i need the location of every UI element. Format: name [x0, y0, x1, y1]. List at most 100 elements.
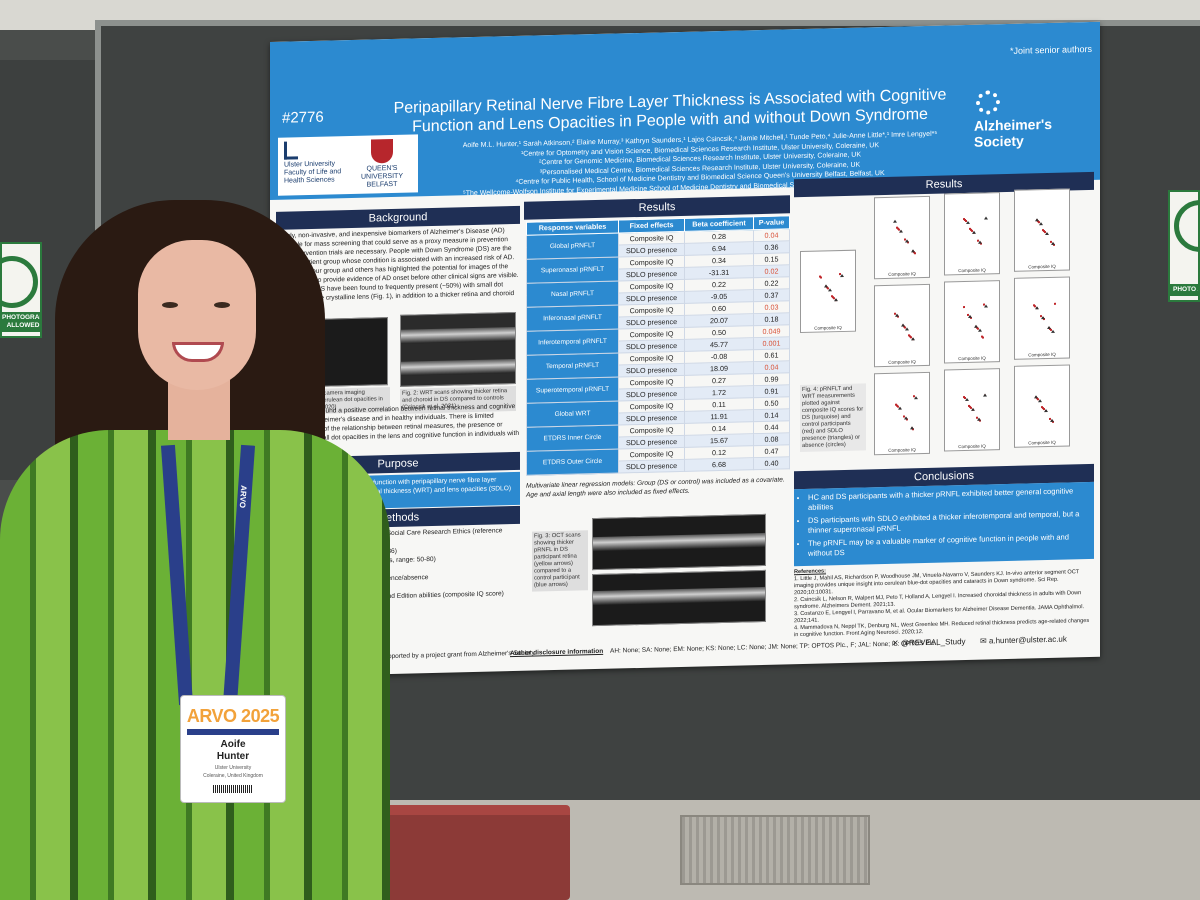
data-point [963, 396, 965, 399]
fig3-caption: Fig. 3: OCT scans showing thicker pRNFL … [532, 530, 588, 592]
fig4-caption: Fig. 4: pRNFLT and WRT measurements plot… [800, 383, 866, 453]
response-variable-cell: Superonasal pRNFLT [526, 256, 619, 284]
p-value-cell: 0.99 [753, 372, 790, 386]
scatter-plot-thumbnail: Composite IQ [874, 283, 930, 368]
data-point [1050, 240, 1052, 243]
presenter-face [138, 240, 256, 390]
scatter-plot-thumbnail: Composite IQ [1014, 188, 1070, 272]
forget-me-not-icon [976, 90, 1000, 115]
scatter-xlabel: Composite IQ [888, 447, 916, 453]
response-variable-cell: ETDRS Inner Circle [526, 424, 619, 452]
joint-authors-note: *Joint senior authors [1009, 43, 1092, 56]
poster-header: #2776 *Joint senior authors Peripapillar… [270, 21, 1100, 200]
data-point [1040, 315, 1042, 318]
scatter-plot-thumbnail: Composite IQ [944, 192, 1000, 276]
response-variable-cell: Global WRT [526, 400, 619, 428]
p-value-cell: 0.22 [753, 276, 790, 290]
data-point [963, 306, 965, 309]
floor-grate [680, 815, 870, 885]
data-point [819, 275, 821, 278]
x-icon: ✕ [892, 638, 901, 648]
p-value-cell: 0.03 [753, 300, 790, 314]
sdlo-marker [911, 249, 915, 253]
crest-icon [371, 138, 393, 164]
column-header: P-value [753, 215, 790, 230]
scatter-plot-thumbnail: Composite IQ [874, 195, 930, 280]
p-value-cell: 0.91 [753, 384, 790, 398]
sdlo-marker [910, 426, 914, 430]
data-point [904, 238, 906, 241]
results-table: Response variables Fixed effects Beta co… [526, 215, 790, 476]
beta-cell: 6.68 [684, 457, 754, 472]
smile [172, 342, 224, 362]
data-point [1041, 406, 1043, 409]
response-variable-cell: Inferonasal pRNFLT [526, 304, 619, 332]
p-value-cell: 0.40 [753, 456, 790, 470]
badge-last-name: Hunter [216, 751, 250, 762]
scatter-plot-thumbnail: Composite IQ [944, 280, 1000, 364]
data-point [967, 313, 969, 316]
response-variable-cell: Inferotemporal pRNFLT [526, 328, 619, 356]
ulster-mark-icon [284, 141, 298, 160]
data-point [1049, 417, 1051, 420]
scatter-plot-thumbnail: Composite IQ [944, 368, 1000, 452]
research-poster: #2776 *Joint senior authors Peripapillar… [270, 21, 1100, 678]
p-value-cell: 0.44 [753, 420, 790, 434]
sdlo-marker [824, 284, 828, 288]
presenter-neck [168, 380, 230, 440]
camera-icon [1174, 200, 1198, 252]
scatter-xlabel: Composite IQ [958, 443, 986, 450]
disclosure-label: Author disclosure information [510, 647, 604, 658]
p-value-cell: 0.61 [753, 348, 790, 362]
data-point [1054, 302, 1056, 305]
sdlo-marker [1035, 218, 1039, 222]
p-value-cell: 0.18 [753, 312, 790, 326]
references: References: 1. Little J, Mahil AS, Richa… [794, 562, 1094, 639]
queens-logo: QUEEN'S UNIVERSITY BELFAST [350, 138, 414, 190]
barcode [213, 785, 253, 793]
data-point [963, 218, 965, 221]
badge-location: Coleraine, United Kingdom [203, 773, 263, 779]
p-value-cell: 0.50 [753, 396, 790, 410]
badge-strip [187, 729, 279, 735]
response-variable-cell: Temporal pRNFLT [526, 352, 619, 380]
data-point [896, 226, 898, 229]
scatter-xlabel: Composite IQ [888, 271, 916, 277]
email-text: a.hunter@ulster.ac.uk [988, 634, 1067, 646]
data-point [839, 273, 841, 276]
data-point [977, 239, 979, 242]
data-point [981, 335, 983, 338]
queens-name: QUEEN'S UNIVERSITY BELFAST [360, 164, 403, 189]
scatter-xlabel: Composite IQ [958, 355, 986, 362]
conclusion-item: HC and DS participants with a thicker pR… [808, 486, 1086, 513]
p-value-cell: 0.001 [753, 336, 790, 350]
disclosure-text: AH: None; SA: None; EM: None; KS: None; … [610, 639, 939, 655]
p-value-cell: 0.37 [753, 288, 790, 302]
p-value-cell: 0.04 [753, 228, 790, 242]
sdlo-marker [1047, 325, 1051, 330]
sign-text: PHOTOGRAPHY ALLOWED [2, 312, 40, 332]
scatter-plot-thumbnail: Composite IQ [1014, 276, 1070, 360]
data-point [1033, 304, 1035, 307]
twitter-text: @REVEAL_Study [900, 637, 966, 648]
p-value-cell: 0.02 [753, 264, 790, 278]
poster-title: Peripapillary Retinal Nerve Fibre Layer … [393, 86, 947, 136]
data-point [969, 227, 971, 230]
badge-event: ARVO 2025 [186, 706, 280, 726]
data-point [908, 334, 910, 337]
envelope-icon: ✉ [980, 636, 989, 646]
sdlo-marker [983, 393, 987, 397]
sdlo-marker [1034, 395, 1038, 399]
oct-scan-ds [592, 513, 766, 571]
presenter-dress [0, 430, 390, 900]
data-point [894, 312, 896, 315]
scatter-plot-thumbnail: Composite IQ [874, 371, 930, 456]
response-variable-cell: Superotemporal pRNFLT [526, 376, 619, 404]
data-point [983, 303, 985, 306]
data-point [903, 415, 905, 418]
scatter-plot-thumbnail: Composite IQ [800, 249, 856, 334]
poster-number: #2776 [282, 108, 324, 127]
badge-first-name: Aoife [220, 739, 246, 750]
table-note: Multivariate linear regression models: G… [526, 476, 785, 499]
name-badge: ARVO 2025 Aoife Hunter Ulster University… [180, 695, 286, 803]
